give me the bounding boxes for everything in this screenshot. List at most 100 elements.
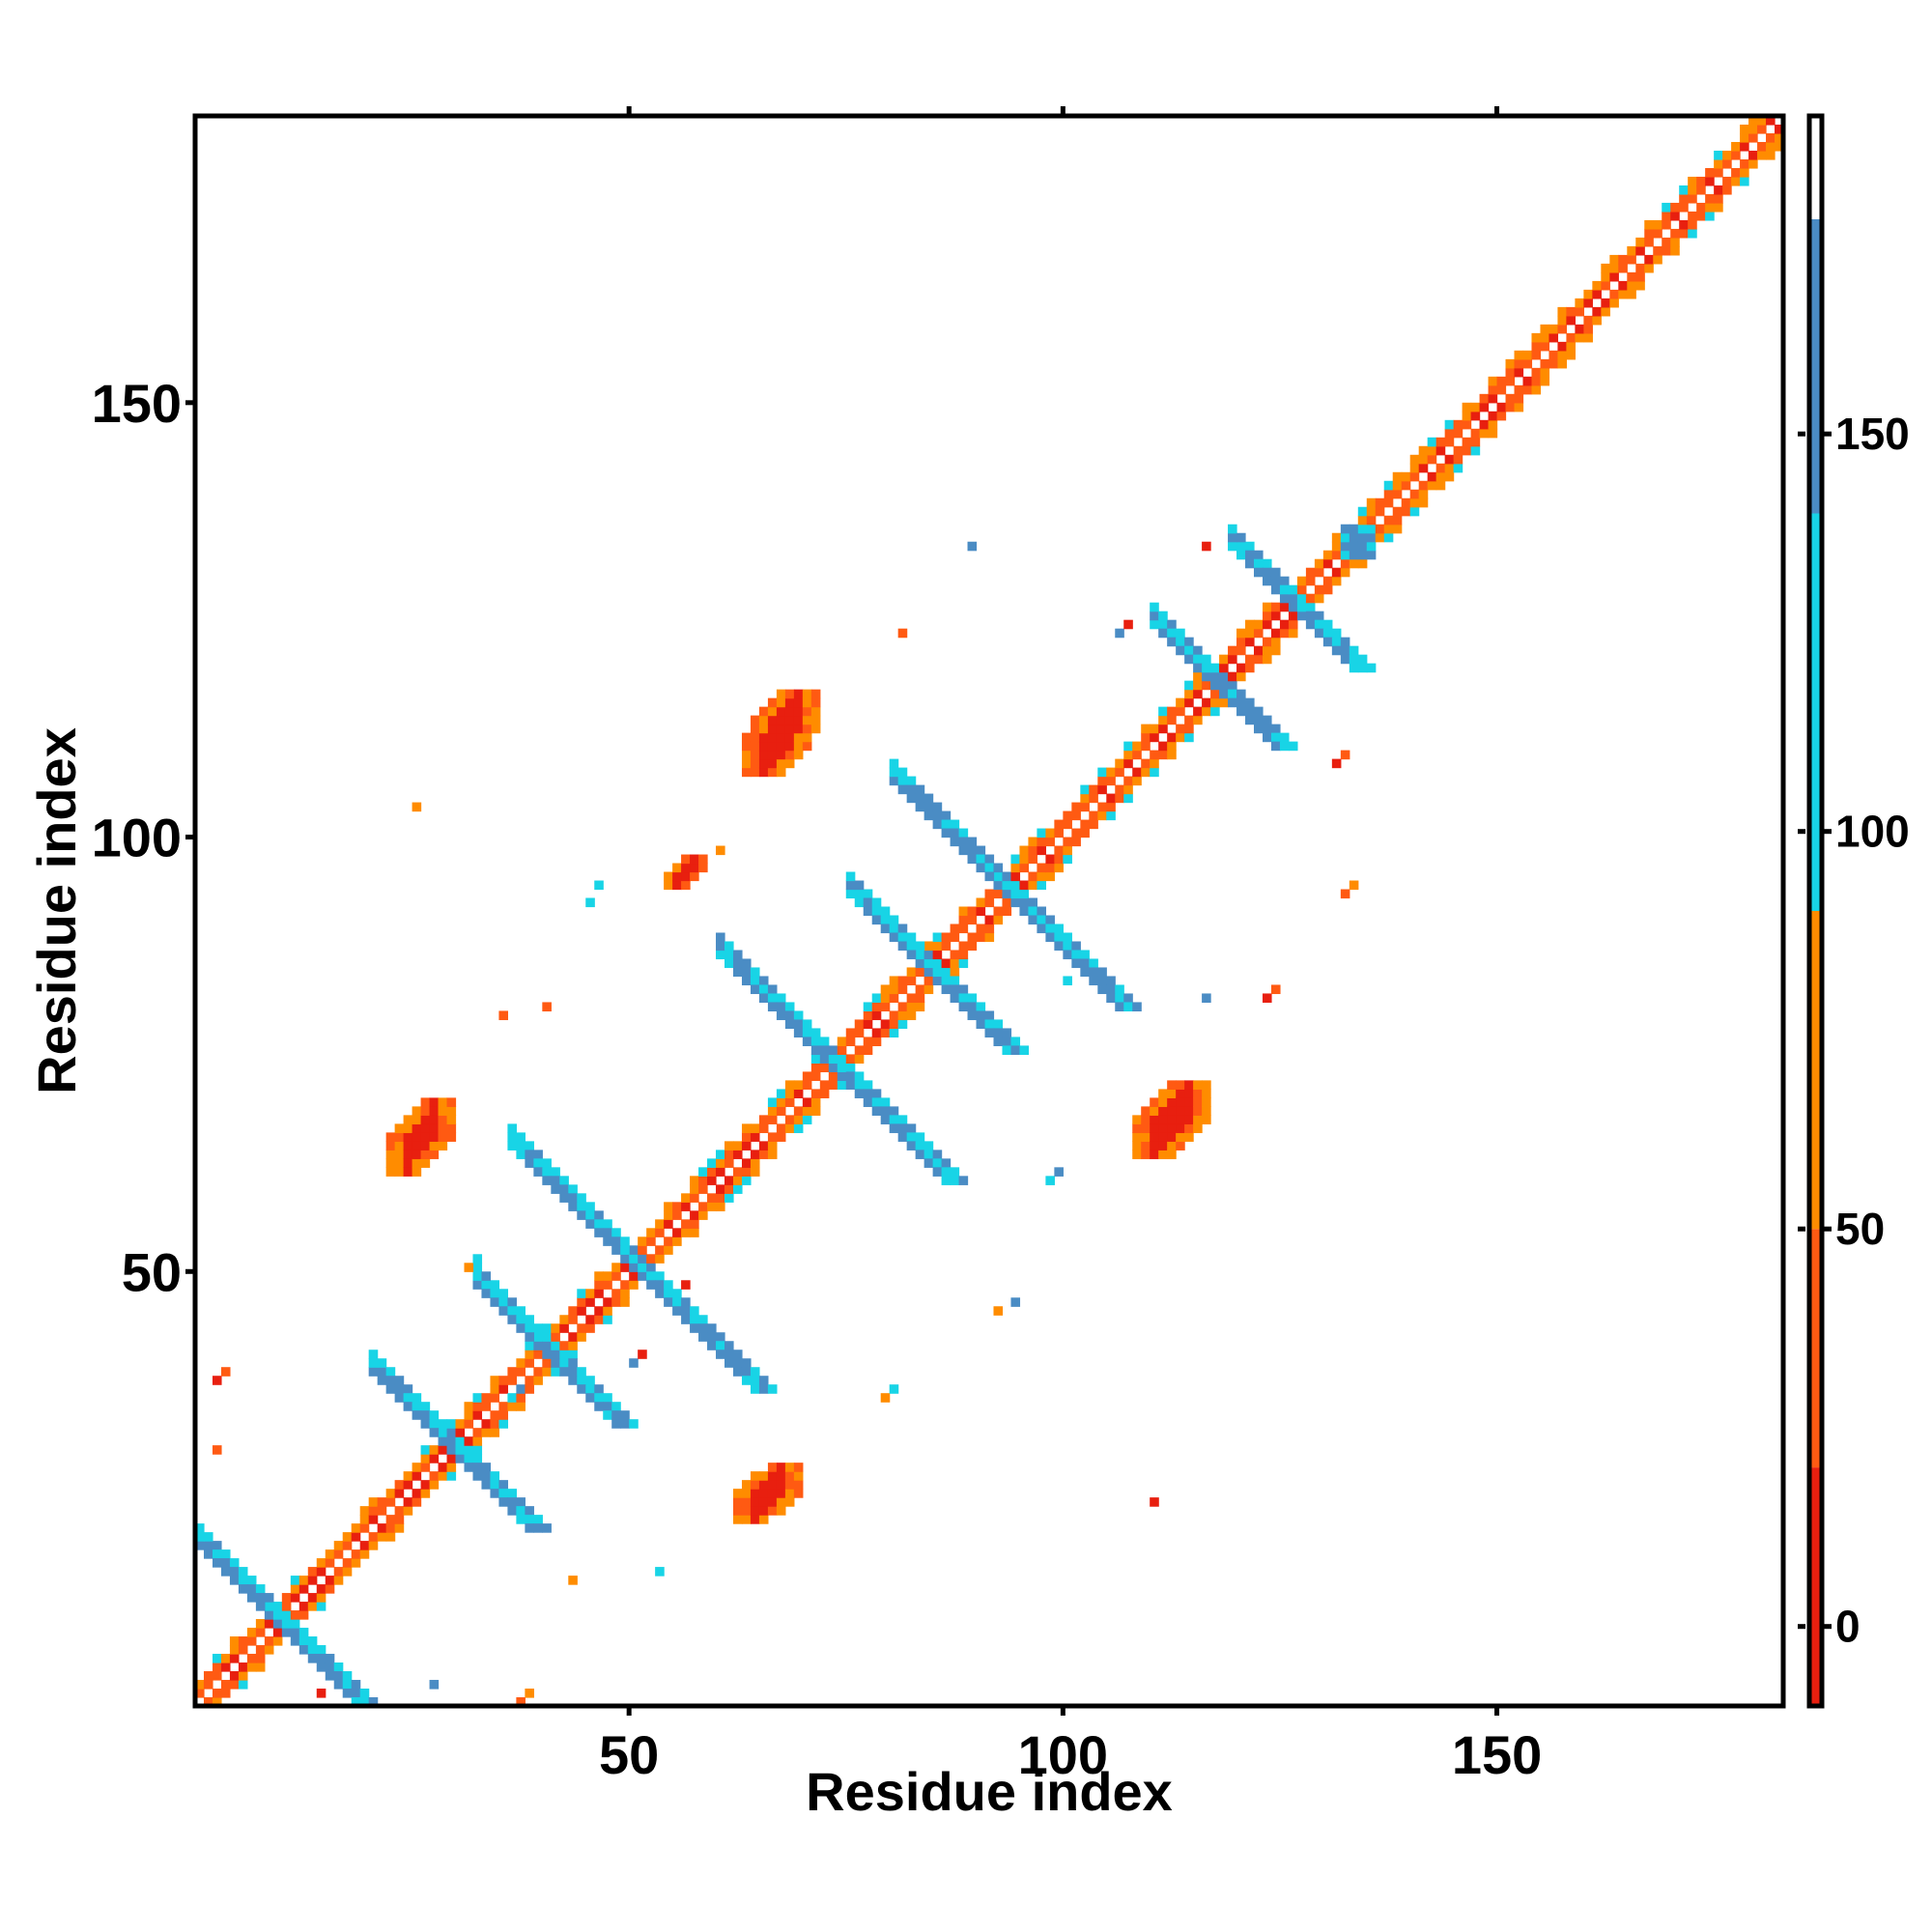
heatmap-cell <box>1731 141 1741 152</box>
heatmap-cell <box>741 976 752 986</box>
heatmap-cell <box>1002 897 1012 908</box>
heatmap-cell <box>993 915 1004 925</box>
heatmap-cell <box>1262 567 1272 578</box>
heatmap-cell <box>559 1350 569 1359</box>
heatmap-cell <box>767 1115 778 1124</box>
heatmap-cell <box>412 1489 422 1498</box>
heatmap-cell <box>871 1106 882 1116</box>
heatmap-cell <box>776 1463 786 1472</box>
heatmap-cell <box>290 1584 300 1594</box>
heatmap-cell <box>1627 254 1636 265</box>
heatmap-cell <box>446 1097 457 1107</box>
heatmap-cell <box>976 906 986 917</box>
heatmap-cell <box>1748 116 1758 126</box>
y-tick-label: 50 <box>122 1241 182 1302</box>
heatmap-cell <box>863 1002 873 1012</box>
heatmap-cell <box>1740 167 1749 178</box>
heatmap-cell <box>1340 524 1350 534</box>
heatmap-cell <box>1080 950 1090 960</box>
heatmap-cell <box>490 1410 500 1420</box>
heatmap-cell <box>1705 167 1715 178</box>
heatmap-cell <box>1653 254 1662 265</box>
heatmap-cell <box>1548 324 1559 334</box>
heatmap-cell <box>854 1019 865 1030</box>
heatmap-cell <box>1071 941 1081 952</box>
heatmap-cell <box>1357 558 1368 569</box>
heatmap-cell <box>1757 150 1767 160</box>
heatmap-cell <box>880 1028 891 1038</box>
heatmap-cell <box>559 1176 569 1185</box>
heatmap-cell <box>1097 767 1107 778</box>
heatmap-cell <box>1322 584 1333 595</box>
heatmap-cell <box>1106 984 1116 995</box>
heatmap-cell <box>1575 306 1584 317</box>
heatmap-cell <box>1150 750 1159 760</box>
heatmap-cell <box>958 923 969 934</box>
heatmap-cell <box>229 1654 240 1663</box>
heatmap-cell <box>220 1549 231 1559</box>
heatmap-cell <box>1357 515 1368 526</box>
plot-frame <box>192 113 1786 1709</box>
heatmap-cell <box>1193 706 1203 717</box>
heatmap-cell <box>1236 550 1246 560</box>
heatmap-cell <box>264 1645 274 1655</box>
colorbar-tick-label: 0 <box>1835 1602 1861 1652</box>
heatmap-cell <box>1193 1123 1203 1133</box>
heatmap-cell <box>438 1419 448 1429</box>
heatmap-cell <box>203 1671 213 1681</box>
heatmap-cell <box>481 1402 492 1411</box>
heatmap-cell <box>542 1167 552 1177</box>
heatmap-cell <box>1080 828 1090 838</box>
heatmap-cell <box>195 1541 205 1550</box>
heatmap-cell <box>238 1567 248 1577</box>
heatmap-cell <box>429 1150 440 1159</box>
heatmap-cell <box>1349 880 1359 891</box>
heatmap-cell <box>1662 211 1671 221</box>
heatmap-cell <box>195 1523 205 1533</box>
heatmap-cell <box>1653 219 1662 230</box>
heatmap-cell <box>758 1376 769 1385</box>
heatmap-cell <box>1219 697 1229 708</box>
heatmap-cell <box>429 1123 440 1133</box>
heatmap-cell <box>1270 724 1281 734</box>
heatmap-cell <box>784 1123 795 1133</box>
heatmap-cell <box>1176 1115 1185 1124</box>
heatmap-cell <box>377 1523 387 1533</box>
heatmap-cell <box>403 1167 413 1177</box>
heatmap-cell <box>784 1080 795 1090</box>
heatmap-cell <box>455 1445 466 1455</box>
heatmap-cell <box>1496 376 1507 386</box>
heatmap-cell <box>1254 628 1264 639</box>
heatmap-cell <box>1045 854 1055 865</box>
heatmap-cell <box>967 932 978 943</box>
heatmap-cell <box>758 1471 769 1481</box>
heatmap-cell <box>871 1097 882 1107</box>
heatmap-cell <box>1592 306 1602 317</box>
heatmap-cell <box>385 1489 396 1498</box>
heatmap-cell <box>845 1054 856 1064</box>
heatmap-cell <box>438 1463 448 1472</box>
heatmap-cell <box>594 880 604 891</box>
heatmap-cell <box>333 1662 344 1672</box>
heatmap-cell <box>568 1202 578 1211</box>
heatmap-cell <box>941 810 952 821</box>
heatmap-cell <box>1427 480 1437 491</box>
heatmap-cell <box>325 1584 335 1594</box>
heatmap-cell <box>1037 828 1046 838</box>
heatmap-cell <box>1349 541 1359 552</box>
heatmap-cell <box>906 1123 917 1133</box>
heatmap-cell <box>776 758 786 769</box>
heatmap-cell <box>672 1202 682 1211</box>
heatmap-cell <box>229 1680 240 1690</box>
heatmap-cell <box>1123 741 1133 752</box>
heatmap-cell <box>472 1436 483 1446</box>
heatmap-cell <box>438 1097 448 1107</box>
heatmap-cell <box>767 993 778 1004</box>
heatmap-cell <box>1418 463 1429 473</box>
heatmap-cell <box>1566 332 1576 343</box>
heatmap-cell <box>1705 202 1715 213</box>
heatmap-cell <box>525 1141 534 1151</box>
heatmap-cell <box>212 1697 222 1707</box>
heatmap-cell <box>603 1219 612 1229</box>
heatmap-cell <box>351 1523 361 1533</box>
